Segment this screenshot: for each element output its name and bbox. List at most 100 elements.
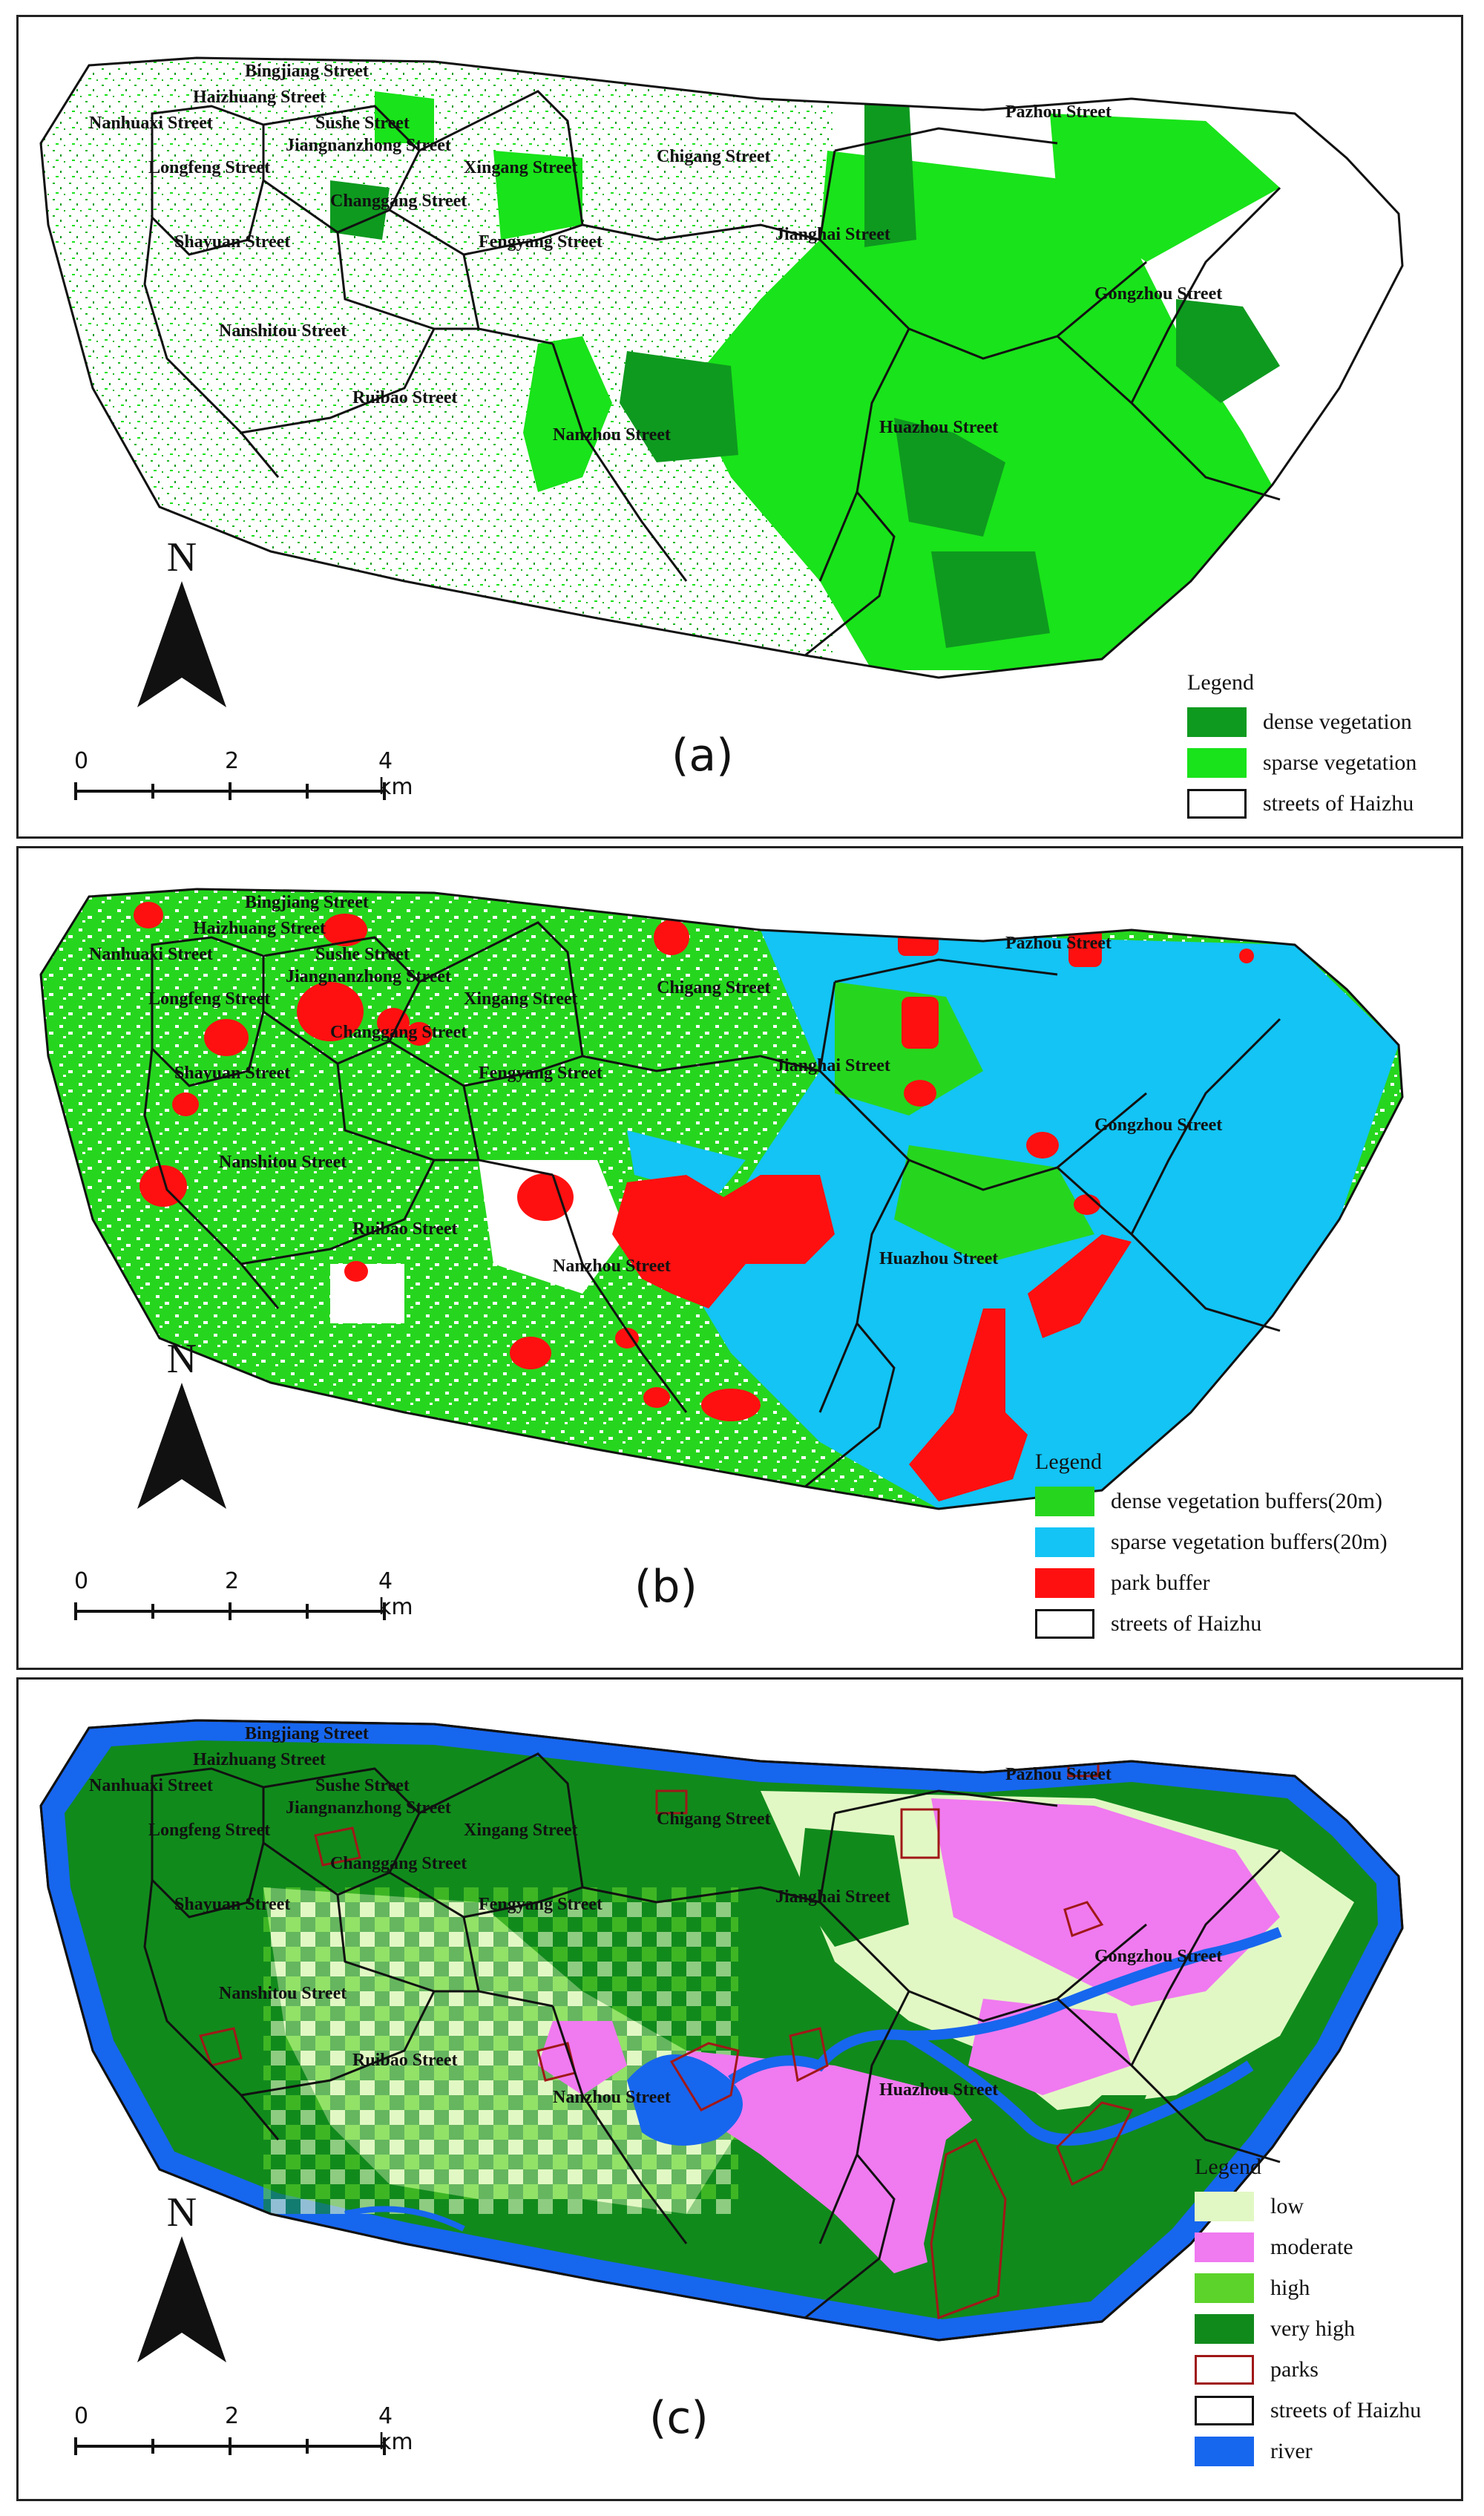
legend-item: river [1195, 2431, 1421, 2471]
street-label: Longfeng Street [148, 158, 270, 177]
legend-swatch [1195, 2273, 1254, 2303]
street-label: Jiangnanzhong Street [286, 1798, 451, 1818]
street-label: Xingang Street [464, 989, 578, 1009]
legend-swatch [1187, 788, 1247, 819]
legend-label: streets of Haizhu [1111, 1611, 1262, 1636]
panel-letter: (b) [634, 1561, 697, 1613]
street-label: Bingjiang Street [245, 893, 369, 912]
street-label: Sushe Street [315, 1776, 410, 1795]
street-label: Haizhuang Street [193, 919, 326, 938]
street-label: Sushe Street [315, 114, 410, 133]
legend-items: dense vegetation sparse vegetation streets… [1187, 701, 1416, 824]
legend-items: dense vegetation buffers(20m) sparse vege… [1035, 1481, 1388, 1644]
street-label: Changgang Street [330, 1854, 467, 1873]
legend-swatch [1187, 707, 1247, 737]
legend-item: park buffer [1035, 1562, 1388, 1603]
street-label: Shayuan Street [174, 232, 290, 252]
scale-bar-line [74, 1602, 386, 1620]
legend-label: dense vegetation buffers(20m) [1111, 1488, 1382, 1513]
street-label: Xingang Street [464, 158, 578, 177]
legend-item: streets of Haizhu [1195, 2390, 1421, 2431]
north-arrow-icon [137, 2236, 226, 2362]
street-label: Pazhou Street [1005, 102, 1112, 122]
street-label: Fengyang Street [479, 1895, 603, 1914]
legend-item: dense vegetation [1187, 701, 1416, 742]
panel-letter: (a) [672, 730, 734, 782]
street-label: Ruibao Street [352, 2051, 458, 2070]
legend-swatch [1035, 1567, 1094, 1598]
street-label: Haizhuang Street [193, 1750, 326, 1769]
street-label: Nanhuaxi Street [89, 1776, 213, 1795]
street-label: Ruibao Street [352, 1219, 458, 1239]
street-label: Ruibao Street [352, 388, 458, 407]
legend-label: streets of Haizhu [1263, 790, 1414, 816]
legend-title: Legend [1187, 670, 1254, 695]
street-label: Chigang Street [657, 1809, 771, 1829]
panel-b: Bingjiang Street Haizhuang Street Nanhuaxi… [16, 846, 1463, 1670]
street-label: Changgang Street [330, 1023, 467, 1042]
legend-item: very high [1195, 2308, 1421, 2349]
north-label: N [166, 534, 197, 580]
legend-items: low moderate high very high parks streets of … [1195, 2186, 1421, 2471]
legend-swatch [1195, 2354, 1254, 2385]
legend-c: Legend low moderate high very high parks stre… [1195, 2155, 1421, 2471]
street-label: Chigang Street [657, 978, 771, 997]
legend-label: dense vegetation [1263, 709, 1412, 734]
street-label: Jianghai Street [775, 1056, 890, 1075]
street-label: Gongzhou Street [1094, 284, 1222, 304]
legend-label: streets of Haizhu [1270, 2397, 1422, 2422]
legend-item: sparse vegetation [1187, 742, 1416, 783]
panel-c: Bingjiang Street Haizhuang Street Nanhuaxi… [16, 1677, 1463, 2501]
street-label: Jiangnanzhong Street [286, 136, 451, 155]
legend-label: river [1270, 2438, 1313, 2463]
legend-swatch [1195, 2232, 1254, 2262]
street-label: Pazhou Street [1005, 1765, 1112, 1784]
street-label: Sushe Street [315, 945, 410, 964]
street-label: Longfeng Street [148, 1821, 270, 1840]
legend-label: low [1270, 2193, 1304, 2218]
street-label: Nanzhou Street [553, 1257, 671, 1276]
map-c: Bingjiang Street Haizhuang Street Nanhuaxi… [39, 1719, 1404, 2342]
legend-item: moderate [1195, 2227, 1421, 2267]
north-arrow-a: N [130, 537, 234, 715]
map-a: Bingjiang Street Haizhuang Street Nanhuaxi… [39, 56, 1404, 679]
legend-title: Legend [1195, 2155, 1261, 2179]
scale-bar-line [74, 782, 386, 800]
street-label: Nanshitou Street [219, 1984, 347, 2003]
map-b: Bingjiang Street Haizhuang Street Nanhuaxi… [39, 888, 1404, 1510]
north-label: N [166, 1336, 197, 1382]
legend-title: Legend [1035, 1449, 1102, 1474]
street-label: Fengyang Street [479, 232, 603, 252]
scale-tick: 0 [74, 1568, 89, 1594]
north-arrow-c: N [130, 2192, 234, 2370]
scale-bar-b: 0 2 4 km [63, 1561, 413, 1620]
street-label: Pazhou Street [1005, 934, 1112, 953]
legend-item: sparse vegetation buffers(20m) [1035, 1521, 1388, 1562]
panel-a: Bingjiang Street Haizhuang Street Nanhuaxi… [16, 15, 1463, 839]
legend-label: sparse vegetation [1263, 750, 1417, 775]
street-label: Nanshitou Street [219, 321, 347, 341]
legend-label: very high [1270, 2316, 1356, 2341]
scale-bar-c: 0 2 4 km [63, 2396, 413, 2455]
street-label: Gongzhou Street [1094, 1947, 1222, 1966]
north-arrow-icon [137, 581, 226, 707]
street-label: Changgang Street [330, 191, 467, 211]
legend-a: Legend dense vegetation sparse vegetation… [1187, 670, 1416, 824]
street-label: Chigang Street [657, 147, 771, 166]
street-label: Xingang Street [464, 1821, 578, 1840]
street-label: Huazhou Street [879, 2080, 998, 2100]
legend-swatch [1035, 1527, 1094, 1557]
legend-swatch [1035, 1608, 1094, 1639]
scale-tick: 0 [74, 2403, 89, 2429]
street-label: Jianghai Street [775, 1887, 890, 1907]
legend-label: high [1270, 2275, 1310, 2300]
legend-item: streets of Haizhu [1187, 783, 1416, 824]
legend-item: high [1195, 2267, 1421, 2308]
scale-tick: 2 [225, 2403, 240, 2429]
scale-tick: 0 [74, 748, 89, 774]
street-label: Nanzhou Street [553, 425, 671, 445]
street-label: Jiangnanzhong Street [286, 967, 451, 986]
street-label: Bingjiang Street [245, 1724, 369, 1743]
street-label: Nanshitou Street [219, 1153, 347, 1172]
street-label: Nanzhou Street [553, 2088, 671, 2107]
